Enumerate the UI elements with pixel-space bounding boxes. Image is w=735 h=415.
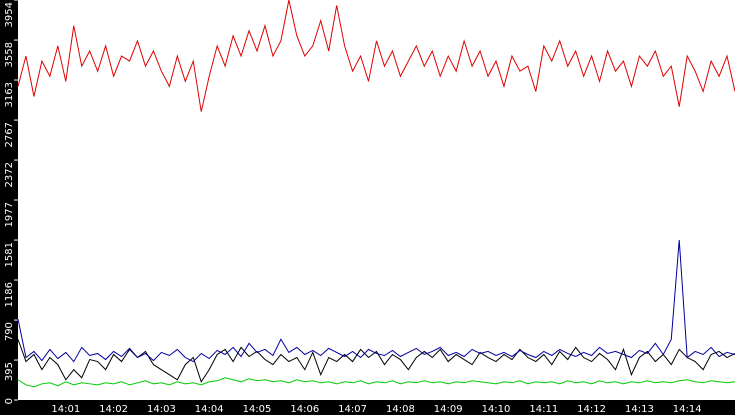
y-tick-label: 790 (4, 322, 15, 341)
x-tick-label: 14:03 (147, 404, 176, 415)
x-tick-label: 14:05 (243, 404, 272, 415)
x-tick-label: 14:02 (99, 404, 128, 415)
y-tick-label: 2767 (4, 122, 15, 147)
y-tick-label: 1581 (4, 242, 15, 267)
y-tick-label: 3954 (4, 2, 15, 27)
y-tick-label: 1186 (4, 282, 15, 307)
x-tick-label: 14:08 (386, 404, 415, 415)
series-line (17, 0, 735, 112)
x-tick-label: 14:07 (338, 404, 367, 415)
y-tick-label: 0 (4, 398, 15, 404)
x-tick-label: 14:11 (529, 404, 558, 415)
x-tick-label: 14:10 (482, 404, 511, 415)
x-axis-strip (0, 400, 735, 415)
y-tick-label: 395 (4, 362, 15, 381)
x-tick-label: 14:09 (434, 404, 463, 415)
series-line (17, 377, 735, 388)
y-tick-label: 2372 (4, 162, 15, 187)
x-tick-label: 14:06 (290, 404, 319, 415)
x-tick-label: 14:01 (51, 404, 80, 415)
x-tick-label: 14:04 (195, 404, 224, 415)
y-tick-label: 3558 (4, 42, 15, 67)
y-axis-strip (0, 0, 18, 415)
y-tick-label: 3163 (4, 82, 15, 107)
x-tick-label: 14:12 (577, 404, 606, 415)
series-line (17, 240, 735, 363)
x-tick-label: 14:14 (673, 404, 702, 415)
y-tick-label: 1977 (4, 202, 15, 227)
x-tick-label: 14:13 (625, 404, 654, 415)
